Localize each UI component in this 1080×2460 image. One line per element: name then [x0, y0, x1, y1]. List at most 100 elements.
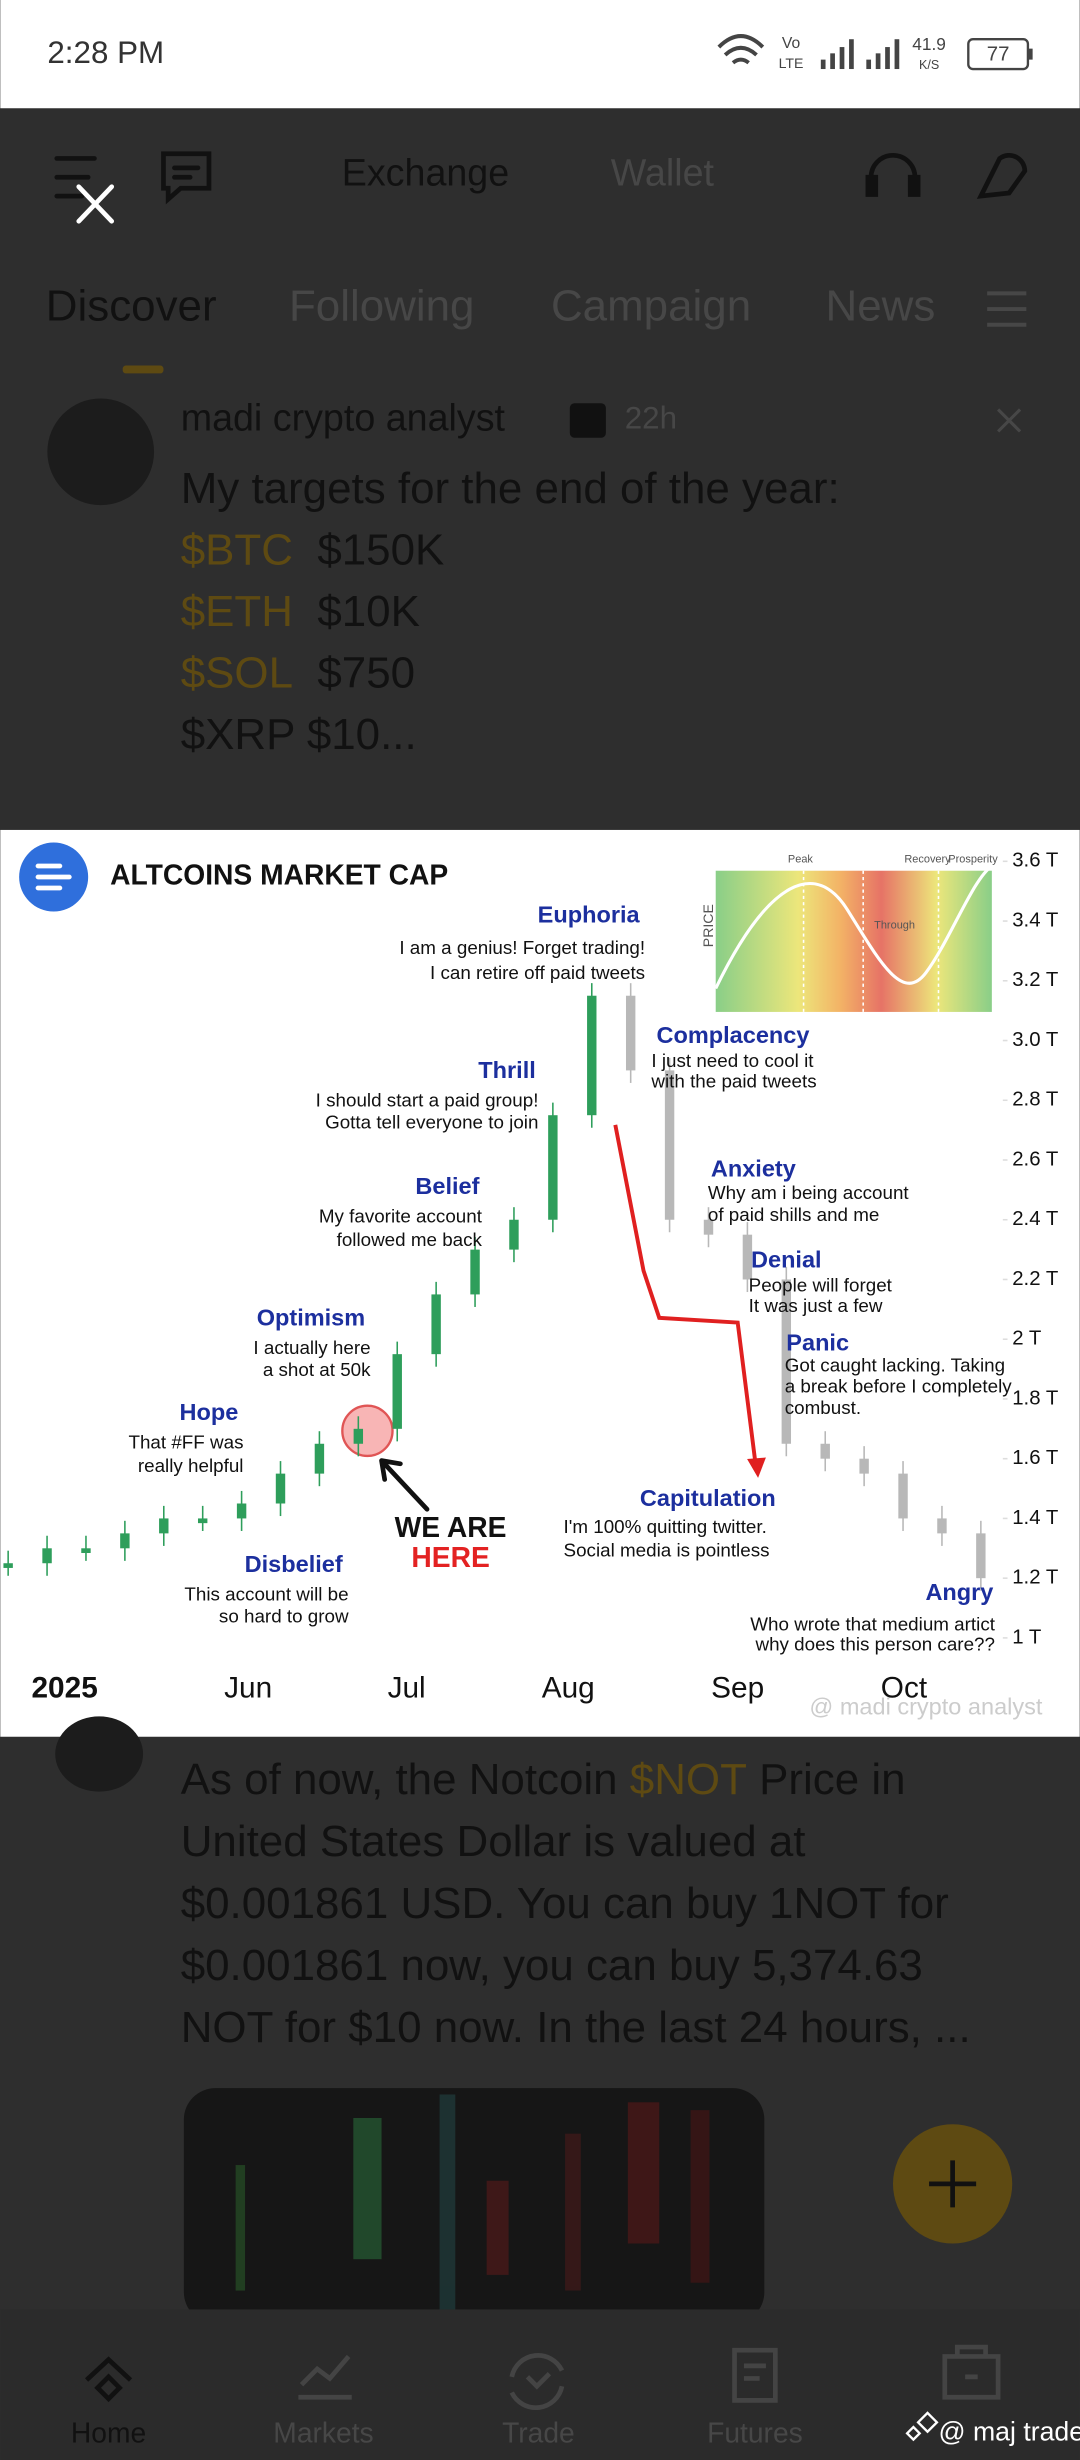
post-line: United States Dollar is valued at: [181, 1817, 806, 1866]
candle: [937, 1518, 947, 1534]
phase-caption: Gotta tell everyone to join: [325, 1111, 538, 1132]
x-tick-label: Oct: [881, 1672, 928, 1705]
post-text: $0.001861 now, you can buy 5,374.63: [181, 1941, 923, 1990]
marker-text: HERE: [411, 1541, 489, 1573]
phase-title: Capitulation: [640, 1485, 776, 1511]
post-line: As of now, the Notcoin $NOT Price in: [181, 1755, 906, 1804]
inset-label: Through: [874, 920, 915, 932]
close-button[interactable]: [76, 184, 115, 224]
post-text: Price in: [747, 1755, 906, 1804]
post-line: NOT for $10 now. In the last 24 hours, .…: [181, 2003, 971, 2052]
candle: [703, 1219, 714, 1235]
candle: [898, 1473, 908, 1519]
thumbnail[interactable]: [183, 2088, 765, 2324]
nav-label[interactable]: Home: [71, 2416, 146, 2448]
candle: [859, 1458, 869, 1474]
y-tick-label: 2.6 T: [1012, 1148, 1058, 1170]
candle: [587, 995, 597, 1116]
phase-caption: I'm 100% quitting twitter.: [564, 1516, 767, 1537]
phase-caption: so hard to grow: [219, 1605, 349, 1626]
phase-caption: This account will be: [184, 1584, 348, 1605]
phase-title: Panic: [786, 1330, 849, 1356]
inset-image: [715, 870, 992, 1012]
feed-tab[interactable]: Campaign: [551, 282, 751, 331]
tab-menu[interactable]: [987, 291, 1027, 327]
nav-label[interactable]: Markets: [273, 2416, 373, 2448]
y-tick-label: 2 T: [1012, 1328, 1041, 1350]
post-line: $ETH $10K: [181, 587, 420, 636]
net-speed-unit: K/S: [919, 58, 939, 72]
x-tick-label: Aug: [542, 1672, 595, 1705]
phase-title: Disbelief: [245, 1551, 343, 1577]
candle: [431, 1294, 441, 1355]
feed-tab[interactable]: Discover: [46, 282, 217, 331]
post-text: $750: [293, 648, 415, 697]
phase-caption: with the paid tweets: [650, 1070, 816, 1091]
inset-dividers: [802, 870, 940, 1012]
post-body: My targets for the end of the year: $BTC …: [181, 464, 840, 759]
ticker: $BTC: [181, 525, 293, 574]
watermark-icon: [905, 2411, 939, 2442]
nav-icons: [84, 2344, 1001, 2411]
badge: [569, 403, 606, 438]
author[interactable]: madi crypto analyst: [181, 396, 506, 438]
phase-caption: I actually here: [253, 1337, 370, 1358]
marker-text: WE ARE: [395, 1511, 507, 1543]
y-tick-label: 1 T: [1012, 1626, 1041, 1648]
y-tick-label: 2.2 T: [1012, 1268, 1058, 1290]
candle: [470, 1249, 480, 1295]
phase-caption: Who wrote that medium artict: [750, 1613, 995, 1634]
phase-title: Thrill: [478, 1057, 535, 1083]
header-tab[interactable]: Wallet: [611, 152, 715, 194]
y-tick-label: 2.8 T: [1012, 1089, 1058, 1111]
tab-underline: [122, 365, 164, 374]
post-line: $BTC $150K: [181, 525, 445, 574]
ticker: $SOL: [181, 648, 293, 697]
avatar[interactable]: [47, 398, 155, 506]
phase-title: Complacency: [657, 1022, 810, 1048]
compose-plus: [929, 2160, 977, 2208]
nav-label[interactable]: Futures: [707, 2416, 803, 2448]
post-line: $SOL $750: [181, 648, 415, 697]
candle: [625, 995, 636, 1071]
inset-label: Prosperity: [948, 854, 998, 866]
dismiss[interactable]: [997, 408, 1022, 433]
candle: [742, 1234, 753, 1280]
feed-tab[interactable]: News: [826, 282, 936, 331]
x-tick-label: Sep: [711, 1672, 764, 1705]
trend-arrow: [613, 1124, 759, 1472]
wifi-icon: [717, 34, 765, 65]
x-tick-label: Jun: [224, 1672, 272, 1705]
avatar[interactable]: [55, 1716, 144, 1792]
candle: [664, 1070, 675, 1220]
nav-label[interactable]: Trade: [502, 2416, 575, 2448]
lte: LTE: [779, 55, 804, 71]
candle: [120, 1533, 130, 1549]
post-text: $10K: [293, 587, 420, 636]
candle: [3, 1563, 13, 1568]
post-text: As of now, the Notcoin: [181, 1755, 630, 1804]
phase-title: Optimism: [257, 1305, 365, 1331]
post-body: As of now, the Notcoin $NOT Price in Unit…: [181, 1755, 971, 2052]
phase-caption: I should start a paid group!: [316, 1089, 539, 1110]
header-icons: [54, 151, 1028, 205]
phase-caption: It was just a few: [749, 1295, 883, 1316]
feed-tab[interactable]: Following: [289, 282, 474, 331]
header-tab[interactable]: Exchange: [342, 152, 509, 194]
y-tick-label: 3.4 T: [1012, 909, 1058, 931]
phase-caption: My favorite account: [319, 1205, 483, 1226]
phase-caption: a shot at 50k: [263, 1359, 371, 1380]
clock: 2:28 PM: [47, 35, 164, 70]
candle: [509, 1219, 519, 1250]
candle: [197, 1518, 208, 1524]
y-tick-label: 2.4 T: [1012, 1208, 1058, 1230]
candle: [81, 1548, 91, 1554]
phase-caption: why does this person care??: [754, 1634, 994, 1655]
battery-tip: [1027, 48, 1033, 60]
inset-label: Recovery: [904, 854, 951, 866]
candle: [976, 1533, 986, 1579]
y-tick-label: 1.8 T: [1012, 1387, 1058, 1409]
phase-title: Angry: [925, 1579, 993, 1605]
phase-title: Anxiety: [711, 1156, 796, 1182]
post-text: $150K: [293, 525, 444, 574]
